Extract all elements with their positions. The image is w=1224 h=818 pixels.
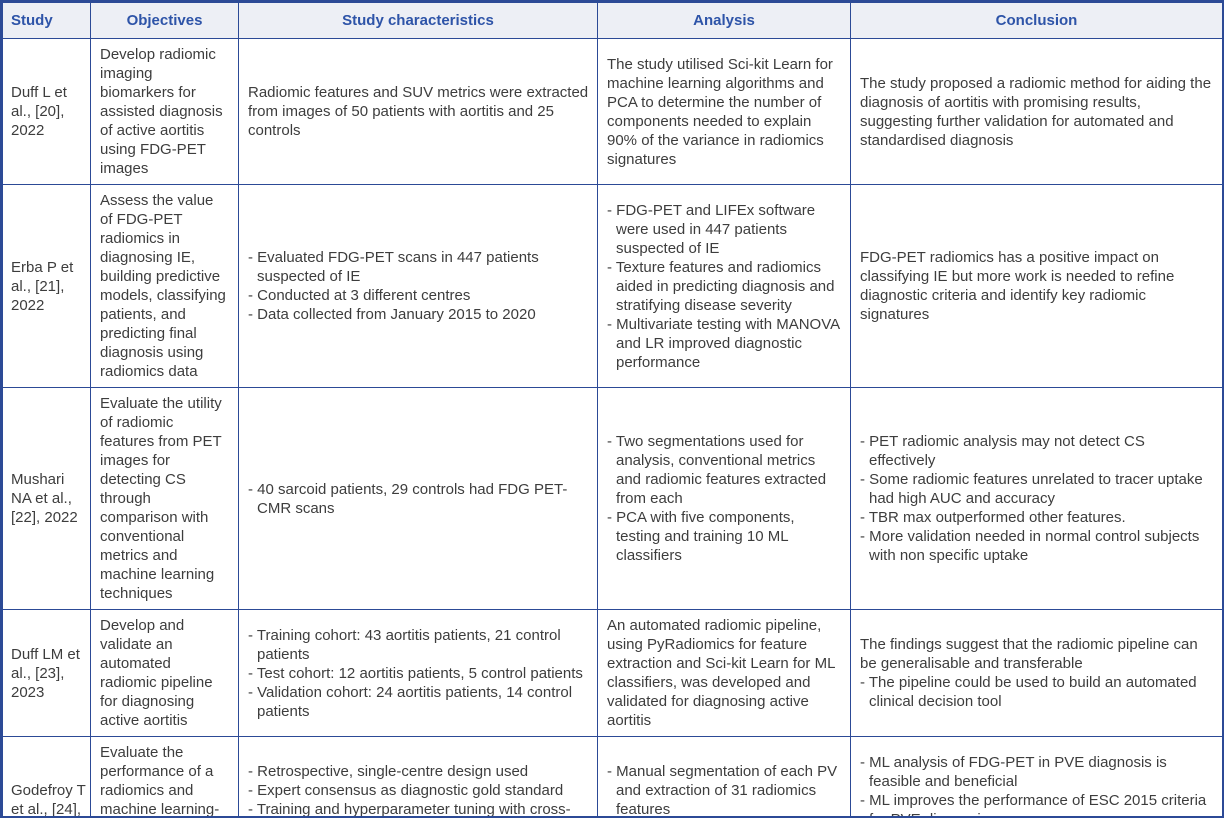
table-row: Erba P et al., [21], 2022 Assess the valu… xyxy=(2,184,1222,388)
bullet-item: - Some radiomic features unrelated to tr… xyxy=(860,471,1203,507)
cell-text: FDG-PET radiomics has a positive impact … xyxy=(860,249,1175,323)
bullet-item: - Texture features and radiomics aided i… xyxy=(607,258,835,314)
cell-text: Assess the value of FDG-PET radiomics in… xyxy=(100,192,226,380)
bullet-item: - FDG-PET and LIFEx software were used i… xyxy=(607,201,816,257)
study-cell: Duff LM et al., [23], 2023 xyxy=(2,609,91,737)
analysis-cell: An automated radiomic pipeline, using Py… xyxy=(597,609,851,737)
objectives-cell: Evaluate the performance of a radiomics … xyxy=(90,736,239,818)
conclusion-cell: The findings suggest that the radiomic p… xyxy=(850,609,1222,737)
study-cell: Erba P et al., [21], 2022 xyxy=(2,184,91,388)
bullet-item: - PCA with five components, testing and … xyxy=(607,509,795,564)
header-row: Study Objectives Study characteristics A… xyxy=(2,2,1222,39)
conclusion-cell: - ML analysis of FDG-PET in PVE diagnosi… xyxy=(850,736,1222,817)
bullet-item: - Two segmentations used for analysis, c… xyxy=(607,433,827,507)
bullet-item: - More validation needed in normal contr… xyxy=(860,528,1200,564)
objectives-cell: Evaluate the utility of radiomic feature… xyxy=(90,387,239,610)
cell-text: Radiomic features and SUV metrics were e… xyxy=(248,84,589,139)
column-header-conclusion: Conclusion xyxy=(850,2,1222,39)
bullet-item: - Evaluated FDG-PET scans in 447 patient… xyxy=(248,249,539,285)
cell-text: The findings suggest that the radiomic p… xyxy=(860,636,1198,672)
column-header-objectives: Objectives xyxy=(90,2,239,39)
bullet-item: - ML improves the performance of ESC 201… xyxy=(860,791,1207,817)
cell-text: Develop and validate an automated radiom… xyxy=(100,617,213,729)
cell-text: Erba P et al., [21], 2022 xyxy=(11,258,74,314)
cell-text: Duff L et al., [20], 2022 xyxy=(11,84,67,139)
analysis-cell: The study utilised Sci-kit Learn for mac… xyxy=(597,38,851,185)
column-header-study: Study xyxy=(2,2,91,39)
bullet-item: - Retrospective, single-centre design us… xyxy=(248,763,529,780)
table-header: Study Objectives Study characteristics A… xyxy=(2,2,1222,39)
bullet-item: - ML analysis of FDG-PET in PVE diagnosi… xyxy=(860,753,1167,790)
characteristics-cell: - 40 sarcoid patients, 29 controls had F… xyxy=(238,387,598,610)
analysis-cell: - Two segmentations used for analysis, c… xyxy=(597,387,851,610)
bullet-item: - Training cohort: 43 aortitis patients,… xyxy=(248,626,561,663)
bullet-item: - 40 sarcoid patients, 29 controls had F… xyxy=(248,480,568,517)
bullet-item: - TBR max outperformed other features. xyxy=(860,509,1126,526)
bullet-item: - Expert consensus as diagnostic gold st… xyxy=(248,782,564,799)
bullet-item: - The pipeline could be used to build an… xyxy=(860,674,1197,710)
conclusion-cell: The study proposed a radiomic method for… xyxy=(850,38,1222,185)
bullet-item: - Test cohort: 12 aortitis patients, 5 c… xyxy=(248,664,583,682)
cell-text: Develop radiomic imaging biomarkers for … xyxy=(100,46,223,177)
table-row: Duff L et al., [20], 2022 Develop radiomi… xyxy=(2,38,1222,185)
study-cell: Duff L et al., [20], 2022 xyxy=(2,38,91,185)
bullet-item: - PET radiomic analysis may not detect C… xyxy=(860,433,1145,469)
bullet-item: - Training and hyperparameter tuning wit… xyxy=(248,801,571,818)
characteristics-cell: - Evaluated FDG-PET scans in 447 patient… xyxy=(238,184,598,388)
objectives-cell: Assess the value of FDG-PET radiomics in… xyxy=(90,184,239,388)
table-body: Duff L et al., [20], 2022 Develop radiomi… xyxy=(2,38,1222,818)
table-row: Duff LM et al., [23], 2023 Develop and va… xyxy=(2,609,1222,737)
conclusion-cell: FDG-PET radiomics has a positive impact … xyxy=(850,184,1222,388)
conclusion-cell: - PET radiomic analysis may not detect C… xyxy=(850,387,1222,610)
study-cell: Mushari NA et al., [22], 2022 xyxy=(2,387,91,610)
characteristics-cell: Radiomic features and SUV metrics were e… xyxy=(238,38,598,185)
bullet-item: - Conducted at 3 different centres xyxy=(248,287,471,304)
bullet-item: - Multivariate testing with MANOVA and L… xyxy=(607,315,840,371)
table-row: Godefroy T et al., [24], 2023 Evaluate th… xyxy=(2,736,1222,818)
cell-text: Evaluate the performance of a radiomics … xyxy=(100,744,220,818)
characteristics-cell: - Retrospective, single-centre design us… xyxy=(238,736,598,818)
bullet-item: - Data collected from January 2015 to 20… xyxy=(248,306,536,323)
cell-text: The study utilised Sci-kit Learn for mac… xyxy=(607,55,833,168)
objectives-cell: Develop radiomic imaging biomarkers for … xyxy=(90,38,239,185)
analysis-cell: - Manual segmentation of each PV and ext… xyxy=(597,736,851,818)
table-row: Mushari NA et al., [22], 2022 Evaluate th… xyxy=(2,387,1222,610)
column-header-study-characteristics: Study characteristics xyxy=(238,2,598,39)
bullet-item: - Manual segmentation of each PV and ext… xyxy=(607,763,838,818)
study-cell: Godefroy T et al., [24], 2023 xyxy=(2,736,91,818)
cell-text: Duff LM et al., [23], 2023 xyxy=(11,645,80,701)
cell-text: Evaluate the utility of radiomic feature… xyxy=(100,395,222,602)
column-header-analysis: Analysis xyxy=(597,2,851,39)
analysis-cell: - FDG-PET and LIFEx software were used i… xyxy=(597,184,851,388)
bullet-item: - Validation cohort: 24 aortitis patient… xyxy=(248,683,573,720)
cell-text: Godefroy T et al., [24], 2023 xyxy=(11,782,86,818)
characteristics-cell: - Training cohort: 43 aortitis patients,… xyxy=(238,609,598,737)
cell-text: Mushari NA et al., [22], 2022 xyxy=(11,471,78,526)
cell-text: The study proposed a radiomic method for… xyxy=(860,74,1212,149)
cell-text: An automated radiomic pipeline, using Py… xyxy=(607,617,835,729)
objectives-cell: Develop and validate an automated radiom… xyxy=(90,609,239,737)
